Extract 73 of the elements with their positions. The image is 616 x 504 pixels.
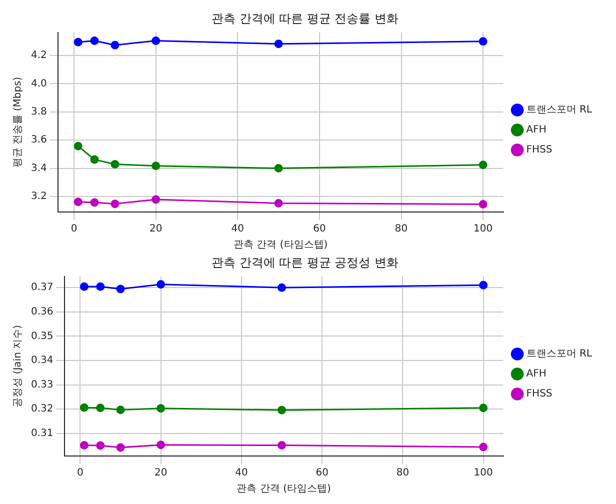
x-tick-label: 80 (396, 468, 410, 479)
point (74, 142, 82, 150)
point (74, 38, 82, 46)
point (116, 443, 125, 452)
point (96, 404, 105, 412)
point (278, 283, 286, 292)
point (90, 36, 99, 45)
x-tick-label: 0 (70, 224, 78, 235)
y-axis-title: 공정성 (Jain 지수) (12, 324, 24, 408)
y-tick-label: 3.4 (30, 162, 47, 174)
point (478, 200, 488, 208)
x-tick-label: 40 (235, 468, 248, 479)
y-tick-label: 0.35 (31, 330, 54, 342)
point (278, 406, 286, 414)
point (478, 37, 488, 46)
y-tick-label: 3.6 (30, 134, 47, 146)
x-tick-label: 100 (474, 468, 493, 479)
legend-label: 트랜스포머 RL (526, 104, 592, 116)
x-tick-label: 60 (313, 224, 326, 235)
point (152, 36, 160, 45)
point (156, 280, 166, 289)
y-tick-label: 0.32 (31, 404, 54, 415)
x-tick-label: 0 (77, 468, 84, 479)
x-tick-label: 80 (394, 224, 408, 235)
point (152, 162, 160, 170)
point (96, 441, 105, 450)
chart-title: 관측 간격에 따른 평균 공정성 변화 (211, 255, 399, 270)
chart-title: 관측 간격에 따른 평균 전송률 변화 (211, 11, 399, 26)
legend-label: 트랜스포머 RL (526, 348, 592, 360)
y-tick-label: 3.2 (30, 191, 47, 202)
y-tick-label: 4.0 (30, 78, 47, 90)
point (110, 160, 120, 168)
point (90, 155, 99, 164)
point (90, 198, 99, 207)
point (116, 406, 125, 414)
point (116, 284, 125, 294)
point (274, 40, 283, 48)
point (274, 164, 283, 173)
point (80, 403, 88, 412)
point (80, 282, 88, 291)
x-tick-label: 40 (231, 224, 244, 235)
x-tick-label: 60 (316, 468, 328, 479)
point (110, 40, 120, 50)
y-tick-label: 0.36 (31, 306, 54, 318)
y-tick-label: 3.8 (30, 106, 47, 118)
point (110, 200, 120, 208)
x-axis-title: 관측 간격 (타임스텝) (236, 484, 331, 495)
y-tick-label: 0.33 (31, 379, 54, 390)
y-tick-label: 0.34 (31, 355, 54, 366)
y-tick-label: 0.31 (31, 428, 54, 439)
x-tick-label: 20 (154, 468, 168, 479)
x-axis-title: 관측 간격 (타임스텝) (234, 240, 328, 251)
point (479, 280, 488, 290)
y-tick-label: 4.2 (30, 50, 47, 62)
legend-label: FHSS (526, 388, 552, 400)
x-tick-label: 20 (149, 224, 162, 235)
legend-label: FHSS (526, 144, 552, 156)
point (479, 442, 488, 452)
point (274, 199, 283, 208)
point (479, 404, 488, 412)
point (96, 282, 105, 291)
x-tick-label: 100 (474, 224, 493, 235)
point (152, 195, 160, 204)
legend-label: AFH (526, 124, 546, 136)
legend-label: AFH (526, 368, 546, 380)
y-tick-label: 0.37 (31, 282, 54, 294)
point (74, 198, 82, 206)
point (156, 440, 166, 450)
y-axis-title: 평균 전송률 (Mbps) (12, 76, 24, 168)
point (80, 441, 88, 450)
point (278, 441, 286, 450)
point (156, 404, 166, 413)
point (478, 160, 488, 170)
